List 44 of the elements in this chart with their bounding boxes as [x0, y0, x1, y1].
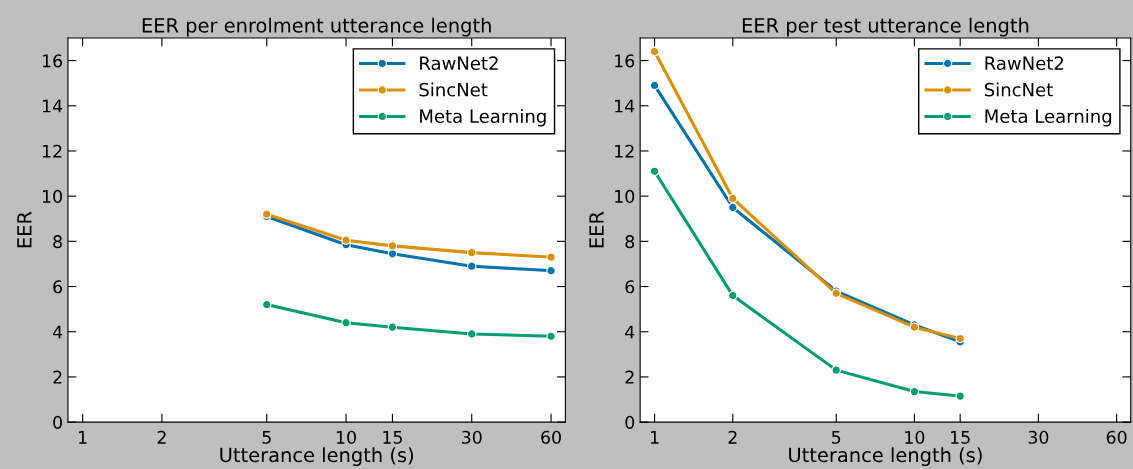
y-tick-label: 16: [42, 54, 63, 68]
x-tick-label: 5: [262, 430, 271, 444]
x-tick-label: 10: [905, 430, 925, 444]
x-tick-label: 5: [832, 430, 841, 444]
y-tick-label: 4: [52, 325, 63, 339]
x-tick-label: 15: [383, 430, 402, 444]
x-tick-label: 1: [78, 430, 87, 444]
legend-label: Meta Learning: [985, 109, 1112, 127]
y-tick-label: 14: [42, 99, 63, 113]
y-tick-label: 2: [53, 370, 62, 384]
x-tick-label: 60: [1106, 430, 1127, 444]
y-tick-label: 10: [42, 189, 62, 203]
legend-label: SincNet: [419, 82, 488, 97]
y-tick-label: 10: [615, 189, 635, 203]
y-tick-label: 12: [615, 144, 634, 158]
x-tick-label: 1: [650, 430, 659, 444]
y-tick-label: 0: [53, 415, 62, 429]
x-tick-label: 30: [1028, 430, 1049, 444]
y-tick-label: 6: [53, 280, 63, 294]
x-tick-label: 2: [728, 430, 737, 444]
x-tick-label: 60: [541, 430, 561, 444]
y-axis-title: EER: [17, 211, 32, 248]
y-tick-label: 0: [625, 415, 635, 429]
legend-label: SincNet: [984, 82, 1053, 97]
chart-title: EER per test utterance length: [742, 17, 1029, 37]
y-tick-label: 8: [625, 235, 635, 249]
y-tick-label: 14: [615, 99, 635, 113]
x-tick-label: 30: [462, 430, 482, 444]
y-tick-label: 2: [625, 370, 634, 384]
y-tick-label: 6: [625, 280, 635, 294]
y-tick-label: 12: [42, 144, 62, 158]
legend-label: RawNet2: [420, 56, 498, 71]
x-tick-label: 2: [157, 430, 166, 444]
y-tick-label: 16: [615, 54, 635, 68]
x-axis-title: Utterance length (s): [220, 447, 413, 467]
x-axis-title: Utterance length (s): [789, 447, 982, 467]
legend-label: Meta Learning: [420, 109, 546, 127]
x-tick-label: 15: [951, 430, 970, 444]
y-axis-title: EER: [589, 211, 604, 248]
x-tick-label: 10: [336, 430, 356, 444]
y-tick-label: 4: [625, 325, 635, 339]
chart-title: EER per enrolment utterance length: [142, 17, 491, 37]
y-tick-label: 8: [53, 235, 62, 249]
legend-label: RawNet2: [985, 56, 1064, 71]
